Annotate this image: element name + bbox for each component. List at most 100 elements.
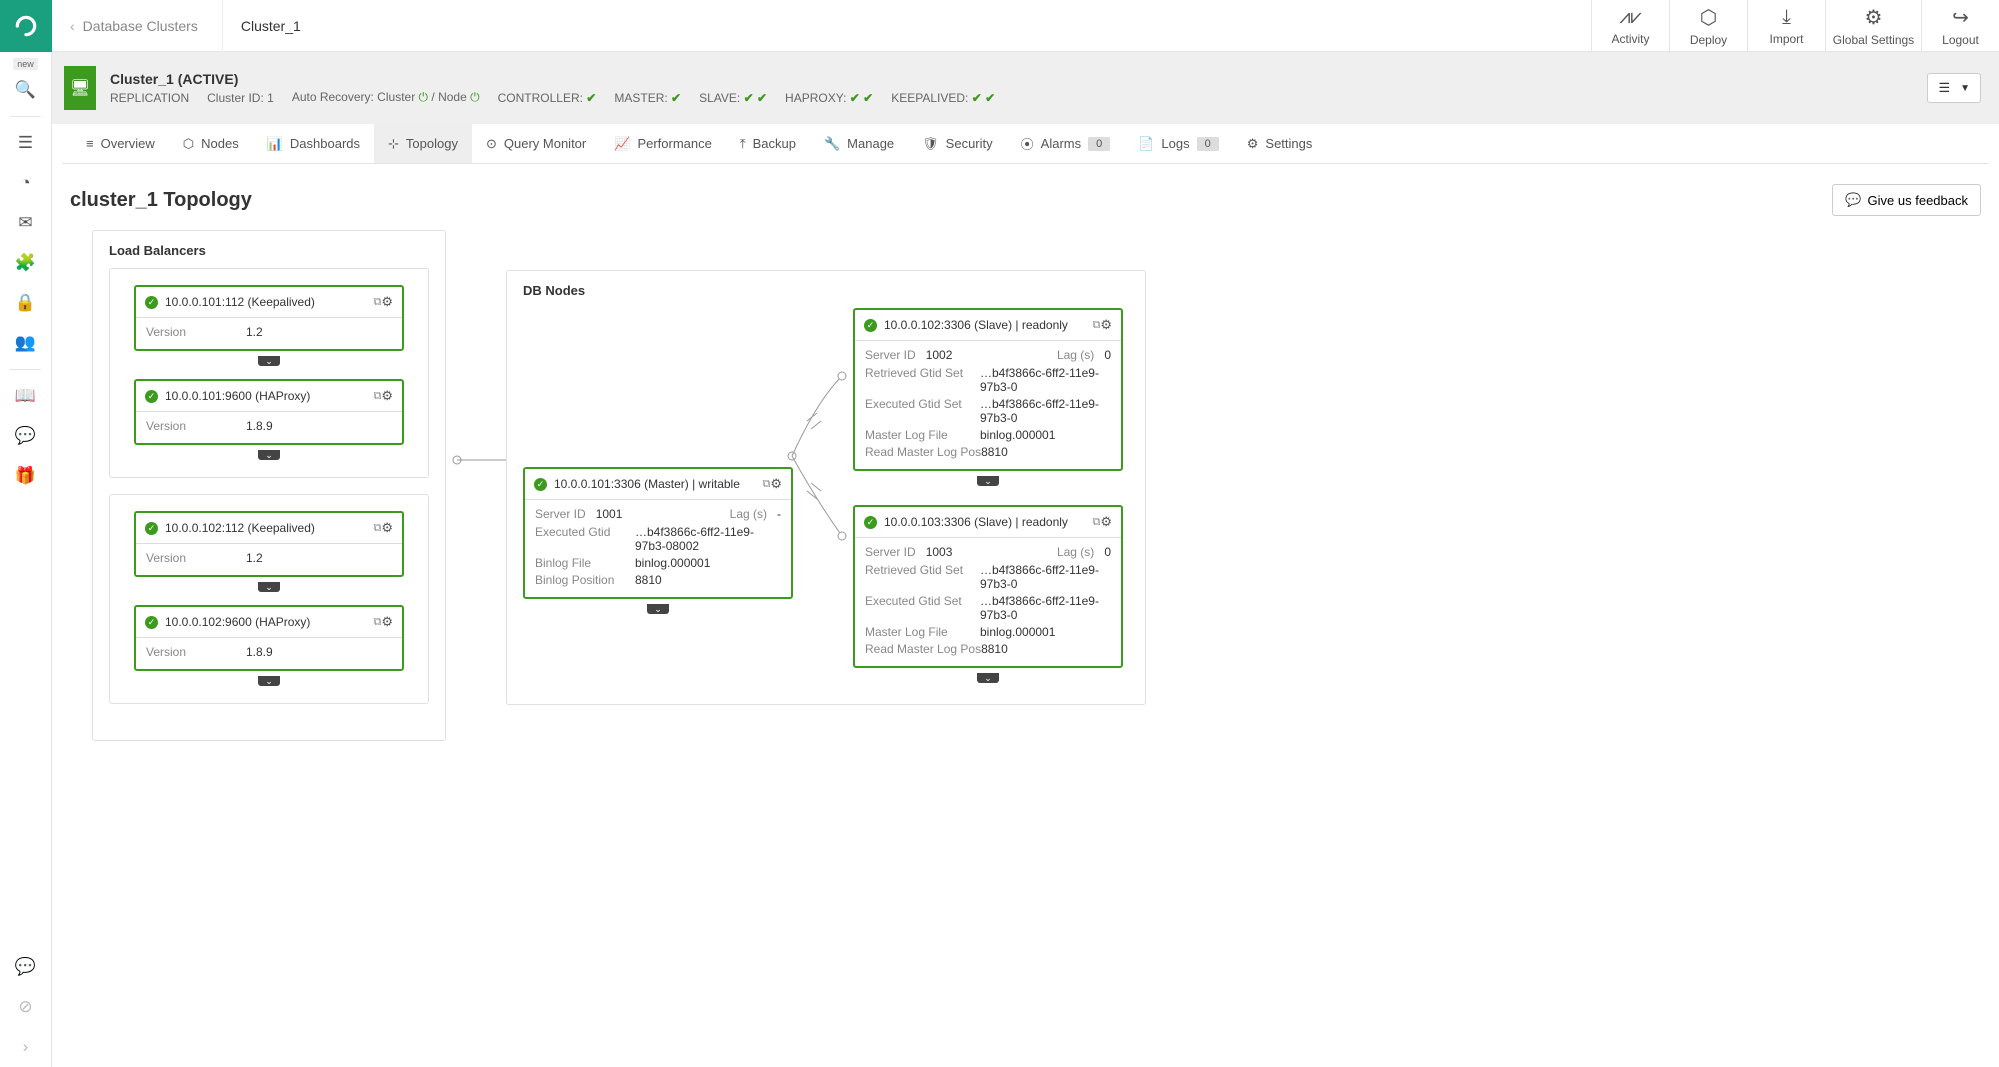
node-card[interactable]: ✓10.0.0.101:9600 (HAProxy)⧉⚙ Version1.8.…	[134, 379, 404, 445]
toggle-icon[interactable]: ⊘	[0, 987, 52, 1027]
status-ok-icon: ✓	[145, 296, 158, 309]
node-card[interactable]: ✓10.0.0.101:112 (Keepalived)⧉⚙ Version1.…	[134, 285, 404, 351]
chart-icon[interactable]: ◔	[0, 163, 52, 203]
node-card[interactable]: ✓10.0.0.102:9600 (HAProxy)⧉⚙ Version1.8.…	[134, 605, 404, 671]
external-link-icon[interactable]: ⧉	[1092, 516, 1100, 529]
cluster-header: 🖥 Cluster_1 (ACTIVE) REPLICATION Cluster…	[52, 52, 1999, 124]
expand-button[interactable]: ⌄	[977, 673, 999, 683]
node-card[interactable]: ✓10.0.0.102:112 (Keepalived)⧉⚙ Version1.…	[134, 511, 404, 577]
status-ok-icon: ✓	[864, 516, 877, 529]
global-settings-button[interactable]: ⚙Global Settings	[1825, 0, 1921, 51]
tab-performance[interactable]: 📈Performance	[600, 124, 726, 163]
db-panel-title: DB Nodes	[523, 283, 1129, 298]
lb-panel-title: Load Balancers	[109, 243, 429, 258]
expand-icon[interactable]: ›	[0, 1027, 52, 1067]
activity-button[interactable]: ⩘⩗Activity	[1591, 0, 1669, 51]
check-icon: ✔	[671, 91, 681, 105]
tab-manage[interactable]: 🔧Manage	[810, 124, 908, 163]
master-label: MASTER:	[614, 91, 667, 105]
logout-button[interactable]: ↪Logout	[1921, 0, 1999, 51]
node-title: 10.0.0.102:112 (Keepalived)	[165, 521, 368, 535]
external-link-icon[interactable]: ⧉	[373, 390, 381, 403]
tab-backup[interactable]: ⤒Backup	[726, 124, 810, 163]
status-ok-icon: ✓	[145, 522, 158, 535]
users-icon[interactable]: 👥	[0, 323, 52, 363]
node-title: 10.0.0.101:112 (Keepalived)	[165, 295, 368, 309]
comment-icon[interactable]: 💬	[0, 947, 52, 987]
master-node-card[interactable]: ✓10.0.0.101:3306 (Master) | writable⧉⚙ S…	[523, 467, 793, 599]
nav-tabs: ≡Overview ⬡Nodes 📊Dashboards ⊹Topology ⊙…	[62, 124, 1989, 164]
auto-recovery-cluster: Auto Recovery: Cluster	[292, 90, 415, 104]
status-ok-icon: ✓	[145, 616, 158, 629]
expand-button[interactable]: ⌄	[647, 604, 669, 614]
expand-button[interactable]: ⌄	[258, 450, 280, 460]
breadcrumb: ‹ Database Clusters Cluster_1	[52, 0, 319, 51]
node-settings-icon[interactable]: ⚙	[1100, 514, 1112, 530]
keepalived-label: KEEPALIVED:	[891, 91, 968, 105]
controller-label: CONTROLLER:	[498, 91, 583, 105]
power-icon: ⏻	[419, 90, 429, 104]
feedback-button[interactable]: 💬Give us feedback	[1832, 184, 1981, 216]
cluster-title: Cluster_1 (ACTIVE)	[110, 71, 995, 87]
expand-button[interactable]: ⌄	[258, 676, 280, 686]
cluster-type-icon: 🖥	[64, 66, 96, 110]
database-icon[interactable]: ☰	[0, 123, 52, 163]
deploy-button[interactable]: ⬡Deploy	[1669, 0, 1747, 51]
external-link-icon[interactable]: ⧉	[1092, 319, 1100, 332]
app-logo[interactable]	[0, 0, 52, 52]
sidebar: new 🔍 ☰ ◔ ✉ 🧩 🔒 👥 📖 💬 🎁 💬 ⊘ ›	[0, 0, 52, 1067]
mail-icon[interactable]: ✉	[0, 203, 52, 243]
status-ok-icon: ✓	[864, 319, 877, 332]
load-balancers-panel: Load Balancers ✓ 10.0.0.101:112 (Keepaliv…	[92, 230, 446, 741]
tab-nodes[interactable]: ⬡Nodes	[169, 124, 253, 163]
node-settings-icon[interactable]: ⚙	[381, 388, 393, 404]
node-title: 10.0.0.102:3306 (Slave) | readonly	[884, 318, 1087, 332]
search-icon[interactable]: 🔍	[0, 70, 52, 110]
expand-button[interactable]: ⌄	[258, 356, 280, 366]
tab-security[interactable]: 🛡Security	[908, 124, 1006, 163]
node-settings-icon[interactable]: ⚙	[770, 476, 782, 492]
breadcrumb-root[interactable]: Database Clusters	[83, 18, 198, 34]
external-link-icon[interactable]: ⧉	[373, 522, 381, 535]
tab-topology[interactable]: ⊹Topology	[374, 124, 472, 163]
tab-logs[interactable]: 📄Logs0	[1124, 124, 1233, 163]
tab-settings[interactable]: ⚙Settings	[1233, 124, 1327, 163]
node-title: 10.0.0.102:9600 (HAProxy)	[165, 615, 368, 629]
db-nodes-panel: DB Nodes ✓10.0.0.10	[506, 270, 1146, 705]
node-settings-icon[interactable]: ⚙	[1100, 317, 1112, 333]
external-link-icon[interactable]: ⧉	[373, 616, 381, 629]
slave-label: SLAVE:	[699, 91, 740, 105]
auto-recovery-node: Node	[438, 90, 467, 104]
new-badge: new	[13, 58, 38, 70]
topbar-actions: ⩘⩗Activity ⬡Deploy ⤓Import ⚙Global Setti…	[1591, 0, 1999, 51]
chat-icon[interactable]: 💬	[0, 416, 52, 456]
node-settings-icon[interactable]: ⚙	[381, 294, 393, 310]
check-icon: ✔	[586, 91, 596, 105]
slave-node-card[interactable]: ✓10.0.0.102:3306 (Slave) | readonly⧉⚙ Se…	[853, 308, 1123, 471]
book-icon[interactable]: 📖	[0, 376, 52, 416]
gift-icon[interactable]: 🎁	[0, 456, 52, 496]
expand-button[interactable]: ⌄	[977, 476, 999, 486]
cluster-menu-button[interactable]: ☰▼	[1927, 73, 1981, 103]
tab-dashboards[interactable]: 📊Dashboards	[253, 124, 374, 163]
tab-overview[interactable]: ≡Overview	[72, 124, 169, 163]
node-settings-icon[interactable]: ⚙	[381, 520, 393, 536]
breadcrumb-back-icon[interactable]: ‹	[70, 18, 75, 34]
replication-label: REPLICATION	[110, 91, 189, 105]
lock-icon[interactable]: 🔒	[0, 283, 52, 323]
lb-group: ✓10.0.0.101:112 (Keepalived)⧉⚙ Version1.…	[109, 268, 429, 478]
tab-alarms[interactable]: ⦿Alarms0	[1007, 124, 1125, 163]
external-link-icon[interactable]: ⧉	[762, 478, 770, 491]
plugin-icon[interactable]: 🧩	[0, 243, 52, 283]
expand-button[interactable]: ⌄	[258, 582, 280, 592]
check-icon: ✔ ✔	[972, 91, 995, 105]
tab-query-monitor[interactable]: ⊙Query Monitor	[472, 124, 600, 163]
external-link-icon[interactable]: ⧉	[373, 296, 381, 309]
status-ok-icon: ✓	[534, 478, 547, 491]
page-title: cluster_1 Topology	[70, 189, 252, 212]
node-settings-icon[interactable]: ⚙	[381, 614, 393, 630]
slave-node-card[interactable]: ✓10.0.0.103:3306 (Slave) | readonly⧉⚙ Se…	[853, 505, 1123, 668]
import-button[interactable]: ⤓Import	[1747, 0, 1825, 51]
speech-icon: 💬	[1845, 192, 1861, 208]
topbar: ‹ Database Clusters Cluster_1 ⩘⩗Activity…	[52, 0, 1999, 52]
